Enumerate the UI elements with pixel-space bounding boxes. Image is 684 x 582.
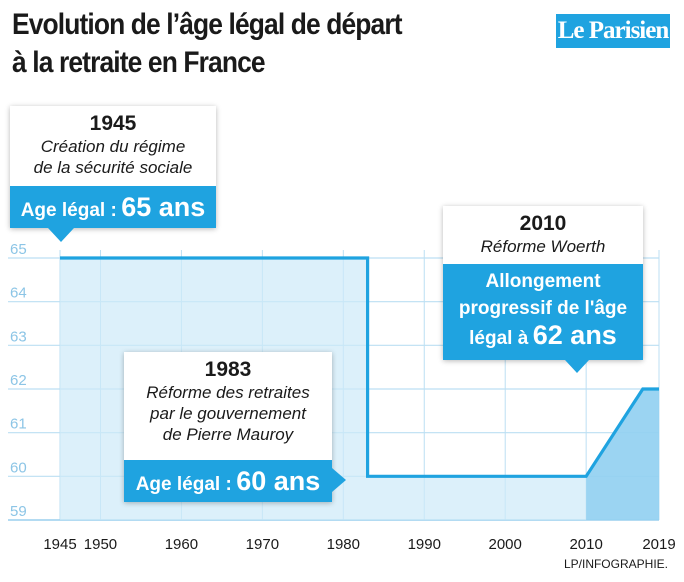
callout-year: 1983 [204, 358, 252, 381]
callout-year: 2010 [519, 212, 567, 235]
x-tick-label: 1980 [327, 536, 360, 553]
x-tick-label: 2010 [569, 536, 602, 553]
callout-pointer [565, 360, 589, 373]
callout-desc: Réforme Woerth [480, 237, 606, 256]
series-polyline [60, 256, 659, 478]
y-tick-label: 61 [10, 416, 27, 433]
y-tick-label: 65 [10, 241, 27, 258]
logo: Le Parisien [556, 14, 670, 48]
series-line [60, 256, 659, 478]
x-tick-label: 1950 [84, 536, 117, 553]
callout-1983: 1983 Réforme des retraites par le gouver… [124, 352, 332, 502]
callout-desc: de la sécurité sociale [33, 158, 193, 177]
x-tick-label: 1960 [165, 536, 198, 553]
band-value: 65 ans [121, 192, 206, 222]
area-fill-highlight [586, 389, 659, 520]
band-line: progressif de l'âge [458, 298, 628, 319]
x-tick-label: 2019 [642, 536, 675, 553]
band-value: 62 ans [532, 320, 617, 350]
band-line: Allongement [485, 271, 601, 292]
y-tick-label: 63 [10, 328, 27, 345]
credit: LP/INFOGRAPHIE. [563, 557, 668, 571]
x-tick-label: 1990 [408, 536, 441, 553]
callout-band: Age légal : 65 ans [10, 186, 216, 228]
callout-desc: de Pierre Mauroy [162, 425, 294, 444]
callout-year: 1945 [89, 112, 137, 135]
callout-band: Allongement progressif de l'âge légal à … [443, 264, 643, 360]
y-tick-labels: 59 60 61 62 63 64 65 [10, 241, 27, 520]
y-tick-label: 60 [10, 459, 27, 476]
callout-2010: 2010 Réforme Woerth Allongement progress… [443, 206, 643, 360]
y-tick-label: 62 [10, 372, 27, 389]
page-title: Evolution de l’âge légal de départ à la … [12, 6, 470, 82]
callout-1945: 1945 Création du régime de la sécurité s… [10, 106, 216, 228]
y-tick-label: 64 [10, 285, 27, 302]
band-prefix: Age légal : [20, 200, 117, 221]
callout-desc: Réforme des retraites [146, 383, 310, 402]
band-prefix: Age légal : [135, 474, 232, 495]
y-tick-label: 59 [10, 503, 27, 520]
x-tick-label: 2000 [489, 536, 522, 553]
callout-desc: Création du régime [40, 137, 186, 156]
x-tick-label: 1945 [43, 536, 76, 553]
title-line-2: à la retraite en France [12, 46, 266, 79]
title-line-1: Evolution de l’âge légal de départ [12, 8, 403, 41]
callout-band: Age légal : 60 ans [124, 460, 332, 502]
band-prefix: légal à [469, 328, 529, 349]
x-tick-labels: 1945 1950 1960 1970 1980 1990 2000 2010 2019 [43, 536, 675, 553]
callout-pointer [48, 228, 74, 242]
callout-desc: par le gouvernement [150, 404, 306, 423]
band-value: 60 ans [236, 466, 321, 496]
callout-pointer [332, 468, 346, 492]
x-tick-label: 1970 [246, 536, 279, 553]
